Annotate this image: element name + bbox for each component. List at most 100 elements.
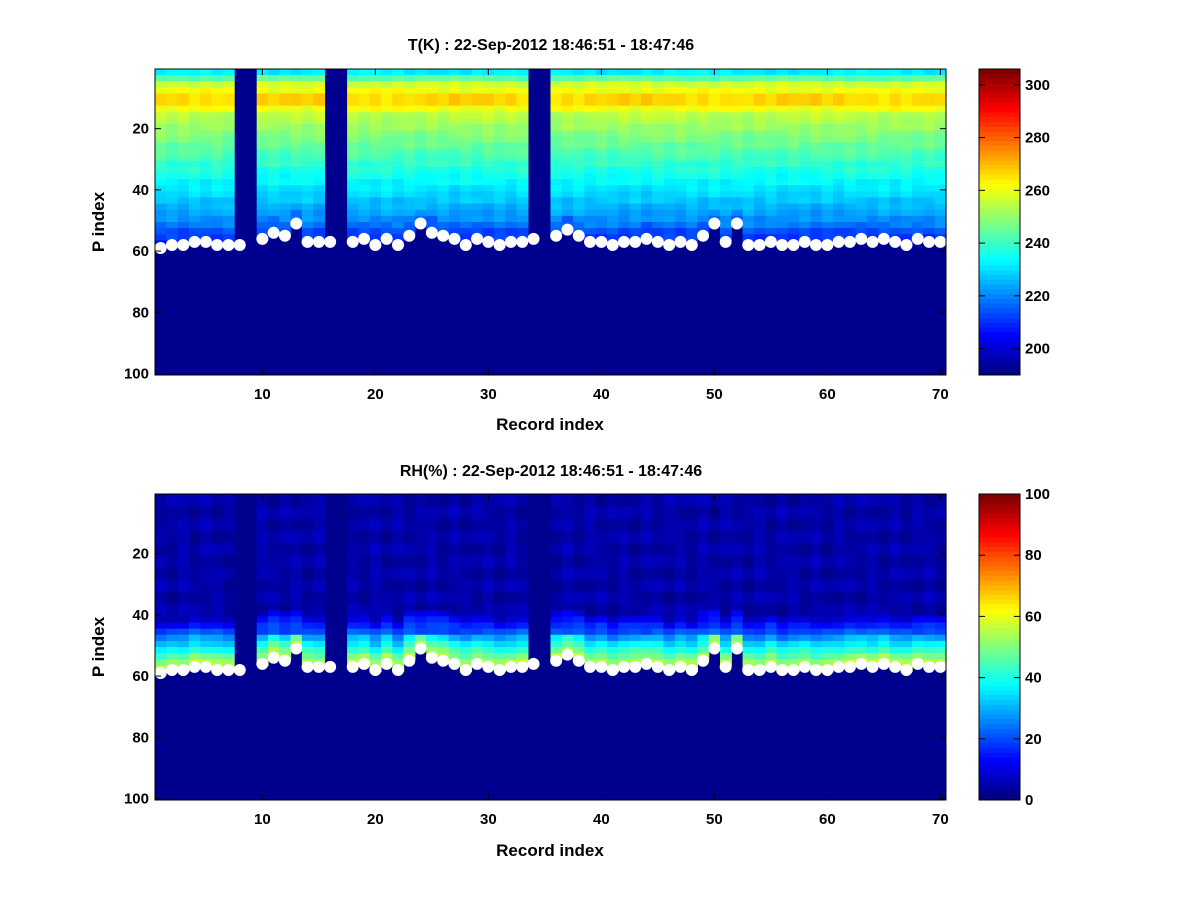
heatmap-cell bbox=[392, 154, 405, 162]
heatmap-cell bbox=[776, 647, 789, 654]
heatmap-cell bbox=[629, 203, 642, 211]
heatmap-cell bbox=[618, 494, 631, 501]
heatmap-column bbox=[765, 69, 778, 241]
heatmap-cell bbox=[200, 524, 213, 532]
heatmap-cell bbox=[810, 209, 823, 217]
heatmap-cell bbox=[866, 622, 879, 630]
heatmap-cell bbox=[674, 542, 687, 550]
heatmap-cell bbox=[256, 87, 269, 95]
colorbar-swatch bbox=[979, 183, 1020, 190]
colorbar-swatch bbox=[979, 556, 1020, 562]
heatmap-cell bbox=[561, 549, 574, 556]
heatmap-cell bbox=[629, 111, 642, 119]
heatmap-cell bbox=[720, 87, 732, 95]
heatmap-cell bbox=[731, 512, 744, 520]
heatmap-cell bbox=[833, 105, 845, 113]
heatmap-cell bbox=[471, 197, 484, 205]
heatmap-cell bbox=[878, 124, 891, 131]
heatmap-cell bbox=[776, 640, 789, 648]
heatmap-cell bbox=[629, 530, 642, 538]
x-tick-label: 70 bbox=[932, 386, 949, 403]
heatmap-cell bbox=[889, 647, 902, 654]
heatmap-cell bbox=[912, 166, 924, 174]
heatmap-cell bbox=[799, 105, 811, 113]
surface-marker bbox=[877, 232, 890, 245]
heatmap-cell bbox=[720, 93, 732, 101]
heatmap-cell bbox=[313, 148, 326, 156]
heatmap-cell bbox=[381, 506, 393, 513]
heatmap-cell bbox=[810, 616, 823, 624]
heatmap-cell bbox=[358, 111, 371, 119]
heatmap-cell bbox=[697, 610, 710, 617]
heatmap-cell bbox=[821, 136, 834, 144]
heatmap-cell bbox=[640, 561, 653, 569]
heatmap-cell bbox=[516, 93, 529, 101]
surface-marker bbox=[900, 663, 913, 676]
heatmap-cell bbox=[222, 173, 235, 180]
heatmap-column bbox=[358, 69, 371, 241]
heatmap-cell bbox=[912, 185, 924, 192]
heatmap-cell bbox=[765, 647, 778, 654]
heatmap-cell bbox=[855, 610, 868, 617]
heatmap-cell bbox=[516, 105, 529, 113]
heatmap-cell bbox=[256, 179, 269, 186]
humidity-x-axis-label: Record index bbox=[496, 841, 604, 860]
heatmap-cell bbox=[313, 75, 326, 82]
heatmap-cell bbox=[855, 536, 868, 544]
heatmap-cell bbox=[697, 647, 710, 654]
heatmap-cell bbox=[844, 567, 857, 575]
heatmap-cell bbox=[618, 542, 631, 550]
heatmap-cell bbox=[674, 634, 687, 642]
heatmap-cell bbox=[505, 191, 518, 199]
surface-marker bbox=[889, 660, 902, 673]
heatmap-cell bbox=[618, 647, 631, 654]
heatmap-cell bbox=[516, 585, 529, 593]
heatmap-cell bbox=[301, 518, 314, 526]
heatmap-cell bbox=[471, 117, 484, 125]
heatmap-cell bbox=[448, 160, 461, 168]
heatmap-cell bbox=[595, 179, 608, 186]
heatmap-cell bbox=[900, 87, 913, 95]
heatmap-cell bbox=[347, 185, 359, 192]
heatmap-cell bbox=[392, 160, 405, 168]
heatmap-column bbox=[844, 494, 857, 666]
heatmap-cell bbox=[200, 209, 213, 217]
surface-marker bbox=[629, 660, 642, 673]
heatmap-cell bbox=[347, 561, 359, 569]
heatmap-cell bbox=[211, 506, 224, 513]
heatmap-cell bbox=[222, 573, 235, 581]
heatmap-cell bbox=[742, 160, 755, 168]
colorbar-swatch bbox=[979, 699, 1020, 705]
heatmap-cell bbox=[810, 506, 823, 513]
heatmap-cell bbox=[708, 160, 721, 168]
heatmap-cell bbox=[889, 561, 902, 569]
heatmap-cell bbox=[256, 536, 269, 544]
heatmap-cell bbox=[392, 518, 405, 526]
heatmap-cell bbox=[923, 166, 936, 174]
heatmap-cell bbox=[878, 81, 891, 88]
heatmap-cell bbox=[177, 536, 190, 544]
heatmap-cell bbox=[787, 105, 800, 113]
heatmap-cell bbox=[301, 166, 314, 174]
heatmap-cell bbox=[686, 530, 698, 538]
colorbar-swatch bbox=[979, 594, 1020, 600]
heatmap-cell bbox=[753, 197, 766, 205]
surface-marker bbox=[663, 663, 676, 676]
colorbar-swatch bbox=[979, 503, 1020, 509]
heatmap-cell bbox=[878, 573, 891, 581]
heatmap-cell bbox=[776, 166, 789, 174]
heatmap-cell bbox=[516, 160, 529, 168]
heatmap-cell bbox=[573, 542, 585, 550]
heatmap-cell bbox=[381, 567, 393, 575]
heatmap-cell bbox=[166, 573, 179, 581]
heatmap-cell bbox=[584, 567, 597, 575]
heatmap-cell bbox=[607, 228, 619, 235]
heatmap-cell bbox=[177, 647, 190, 654]
heatmap-cell bbox=[392, 197, 405, 205]
heatmap-cell bbox=[166, 640, 179, 648]
heatmap-cell bbox=[403, 185, 416, 192]
heatmap-cell bbox=[753, 148, 766, 156]
heatmap-cell bbox=[301, 99, 314, 107]
heatmap-cell bbox=[561, 81, 574, 88]
heatmap-cell bbox=[290, 185, 303, 192]
